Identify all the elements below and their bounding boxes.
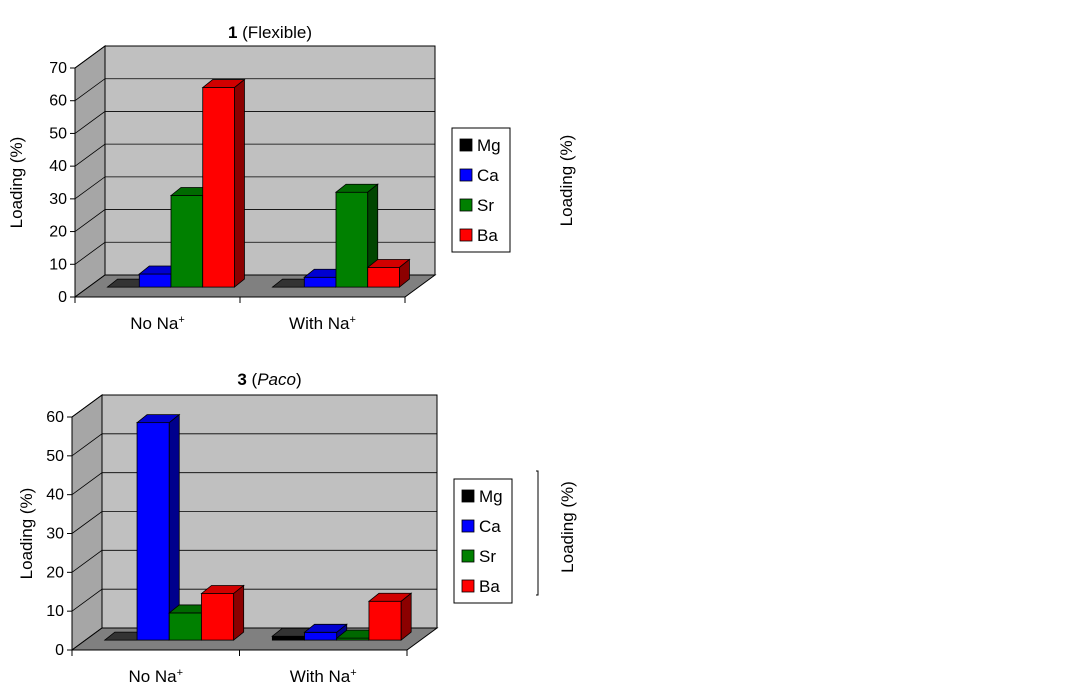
bar-front <box>368 600 402 641</box>
chart-title: 3 (Paco) <box>237 370 301 389</box>
y-tick-label: 0 <box>55 642 64 659</box>
legend-swatch <box>461 549 475 563</box>
bar-front <box>303 276 337 288</box>
bar-front <box>136 422 170 641</box>
y-tick-label: 10 <box>49 256 67 273</box>
chart-4: 0102030405060708090No Na+With Na+Loading… <box>536 470 577 596</box>
legend-label: Ba <box>479 577 500 596</box>
gridline <box>71 472 437 495</box>
legend-swatch <box>461 579 475 593</box>
gridline <box>74 176 435 200</box>
chart-panel-1: 0 10 20 30 40 50 60 70 No Na+ With Na+ Loading (%)… <box>0 0 536 343</box>
legend-swatch <box>459 198 473 212</box>
bar-ba <box>367 592 413 641</box>
bar-front <box>202 87 235 288</box>
bar-ba <box>201 78 246 288</box>
bar-front <box>304 631 338 641</box>
y-axis-label: Loading (%) <box>558 481 577 573</box>
gridline <box>74 78 435 102</box>
bar-side <box>234 78 245 288</box>
bar-front <box>335 191 369 288</box>
y-tick-label: 30 <box>46 526 64 543</box>
legend-swatch <box>461 489 475 503</box>
legend-label: Sr <box>477 196 494 215</box>
legend-label: Ca <box>479 517 501 536</box>
gridline <box>74 241 435 265</box>
bar-ba <box>366 258 411 288</box>
y-tick-label: 20 <box>46 564 64 581</box>
y-tick-label: 70 <box>49 60 67 77</box>
gridline <box>71 588 437 612</box>
x-tick-label: With Na+ <box>289 314 356 333</box>
legend-swatch <box>459 228 473 242</box>
bar-front <box>271 635 305 641</box>
legend-label: Ca <box>477 166 499 185</box>
bar-front <box>201 593 235 641</box>
plot-side-wall <box>74 45 106 298</box>
x-tick-label: No Na+ <box>128 667 183 686</box>
chart-panel-3: 0 10 20 30 40 50 60 No Na+ With Na+ Loading (%) 3 … <box>0 343 536 686</box>
y-tick-label: 20 <box>49 224 67 241</box>
y-tick-label: 60 <box>49 93 67 110</box>
bar-ba <box>200 584 245 641</box>
gridline <box>74 209 435 232</box>
y-tick-label: 30 <box>49 191 67 208</box>
y-tick-label: 10 <box>46 603 64 620</box>
y-axis-label: Loading (%) <box>17 488 36 580</box>
legend-label: Mg <box>477 136 501 155</box>
legend-label: Ba <box>477 226 498 245</box>
bar-front <box>367 267 400 288</box>
bar-side <box>233 584 245 641</box>
legend-swatch <box>461 519 475 533</box>
legend-swatch <box>459 168 473 182</box>
y-axis-label: Loading (%) <box>7 137 26 229</box>
gridline <box>74 45 435 69</box>
y-tick-label: 50 <box>49 125 67 142</box>
chart-1: 0 10 20 30 40 50 60 70 No Na+ With Na+ Loading (%)… <box>7 23 511 333</box>
chart-title: 1 (Flexible) <box>228 23 312 42</box>
bar-side <box>400 592 412 641</box>
plot-back-wall <box>104 45 436 276</box>
chart-panel-4: 0102030405060708090No Na+With Na+Loading… <box>536 343 1072 686</box>
bar-ca <box>135 413 181 641</box>
bar-sr <box>168 604 213 641</box>
bar-front <box>138 273 172 288</box>
y-tick-label: 60 <box>46 409 64 426</box>
legend-box <box>536 470 539 596</box>
gridline <box>71 433 437 457</box>
y-tick-label: 50 <box>46 448 64 465</box>
gridline <box>71 394 437 418</box>
legend-swatch <box>459 138 473 152</box>
bar-side <box>399 258 410 288</box>
y-axis-label: Loading (%) <box>557 135 576 227</box>
x-tick-label: No Na+ <box>130 314 185 333</box>
y-tick-label: 40 <box>49 158 67 175</box>
x-tick-label: With Na+ <box>290 667 357 686</box>
legend-label: Mg <box>479 487 503 506</box>
gridline <box>74 111 435 134</box>
gridline <box>71 511 437 534</box>
y-tick-label: 0 <box>58 289 67 306</box>
gridline <box>71 549 437 573</box>
chart-3: 0 10 20 30 40 50 60 No Na+ With Na+ Loading (%) 3 … <box>17 370 513 686</box>
y-tick-label: 40 <box>46 487 64 504</box>
bar-front <box>168 612 202 641</box>
legend-label: Sr <box>479 547 496 566</box>
gridline <box>74 143 435 167</box>
bar-front <box>170 195 204 288</box>
